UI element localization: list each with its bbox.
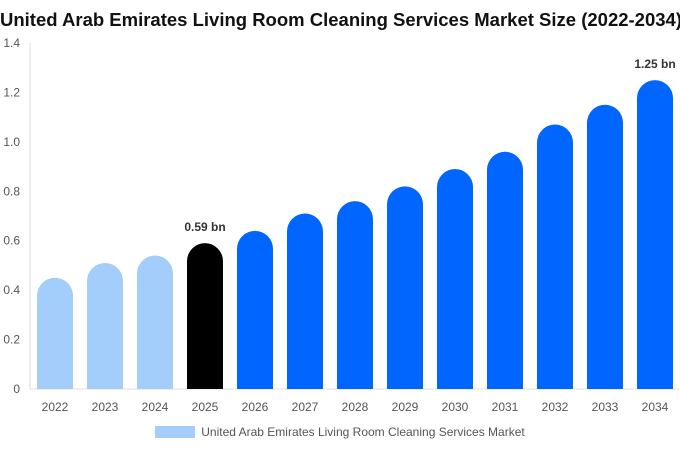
x-tick-label: 2027	[292, 400, 319, 414]
x-tick-label: 2023	[92, 400, 119, 414]
data-label: 0.59 bn	[184, 220, 225, 234]
x-tick-label: 2022	[42, 400, 69, 414]
y-tick-label: 1.2	[3, 85, 20, 99]
bar-2025	[187, 243, 223, 389]
x-tick-label: 2034	[642, 400, 669, 414]
x-tick-label: 2033	[592, 400, 619, 414]
y-tick-label: 0.4	[3, 283, 20, 297]
y-tick-label: 0	[13, 382, 20, 396]
bar-2032	[537, 124, 573, 390]
x-tick-label: 2026	[242, 400, 269, 414]
bar-2034	[637, 80, 673, 390]
bar-2023	[87, 262, 123, 389]
y-tick-label: 1.4	[3, 36, 20, 50]
y-tick-label: 0.8	[3, 184, 20, 198]
x-tick-label: 2028	[342, 400, 369, 414]
bar-2030	[437, 169, 473, 389]
bar-2028	[337, 201, 373, 389]
x-tick-label: 2024	[142, 400, 169, 414]
x-tick-label: 2031	[492, 400, 519, 414]
x-tick-label: 2025	[192, 400, 219, 414]
x-tick-label: 2029	[392, 400, 419, 414]
x-tick-label: 2030	[442, 400, 469, 414]
data-label: 1.25 bn	[634, 57, 675, 71]
bar-2026	[237, 230, 273, 389]
bar-2031	[487, 151, 523, 389]
bar-2024	[137, 255, 173, 389]
y-tick-label: 1.0	[3, 135, 20, 149]
legend-swatch	[155, 426, 196, 438]
legend: United Arab Emirates Living Room Cleanin…	[0, 425, 680, 439]
bar-2027	[287, 213, 323, 389]
y-tick-label: 0.6	[3, 234, 20, 248]
bar-2022	[37, 277, 73, 389]
x-tick-label: 2032	[542, 400, 569, 414]
bar-2029	[387, 186, 423, 389]
legend-label: United Arab Emirates Living Room Cleanin…	[201, 425, 525, 439]
bar-2033	[587, 104, 623, 390]
y-tick-label: 0.2	[3, 333, 20, 347]
chart-title: United Arab Emirates Living Room Cleanin…	[0, 9, 680, 30]
